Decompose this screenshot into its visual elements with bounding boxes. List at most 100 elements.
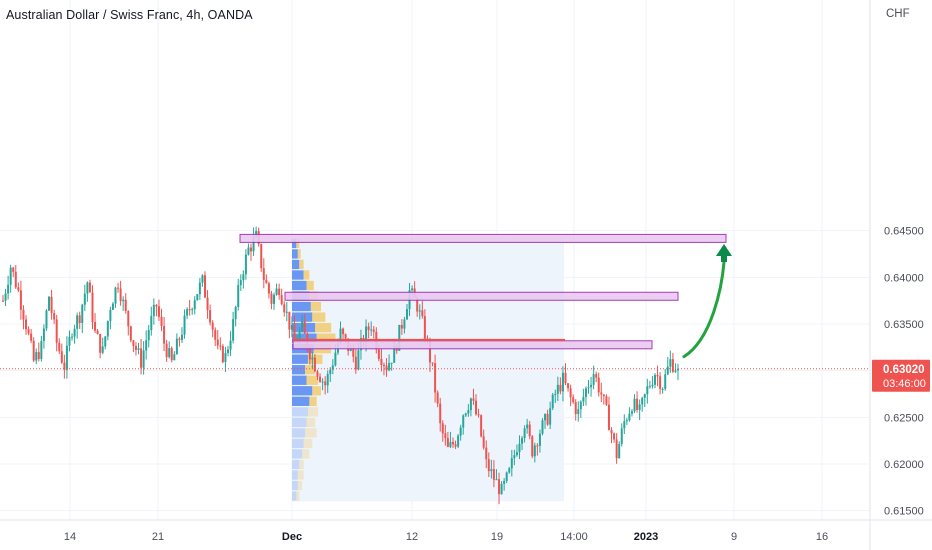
candle-body	[58, 342, 61, 352]
profile-row-up	[292, 407, 308, 417]
candle-body	[385, 365, 388, 371]
candle-body	[505, 472, 508, 481]
candle-body	[500, 483, 503, 495]
candle-body	[357, 350, 360, 370]
candle-body	[321, 381, 324, 383]
time-tick-label: 21	[152, 531, 164, 543]
candle-body	[393, 345, 396, 363]
candle-body	[441, 423, 444, 434]
candle-body	[564, 372, 567, 384]
candle-body	[459, 427, 462, 436]
candle-body	[19, 290, 22, 310]
profile-row-up	[292, 375, 307, 385]
time-axis[interactable]: 14 21 Dec 12 19 14:00 2023 9 16	[0, 519, 932, 543]
candle-body	[242, 274, 245, 281]
candle-body	[605, 396, 608, 405]
candle-body	[671, 359, 674, 372]
candle-body	[244, 254, 247, 275]
candle-body	[196, 294, 199, 301]
profile-row-up	[292, 480, 298, 491]
candle-body	[101, 346, 104, 353]
candle-body	[260, 244, 263, 269]
currency-unit: CHF	[886, 8, 910, 20]
candle-body	[592, 374, 595, 385]
candle-body	[280, 295, 283, 305]
profile-row-up	[292, 238, 297, 249]
profile-row-up	[292, 270, 304, 280]
candle-body	[160, 316, 163, 327]
profile-row-down	[297, 480, 303, 491]
candle-body	[411, 288, 414, 291]
candle-body	[278, 288, 281, 296]
candle-body	[224, 352, 227, 363]
candle-body	[651, 384, 654, 387]
candle-body	[390, 362, 393, 364]
candle-body	[127, 311, 130, 327]
candle-body	[610, 430, 613, 434]
candle-body	[9, 267, 12, 285]
profile-row-down	[297, 470, 304, 480]
candle-body	[554, 393, 557, 395]
candle-body	[262, 268, 265, 280]
profile-range-area	[292, 238, 564, 502]
candle-body	[648, 386, 651, 388]
candle-body	[137, 348, 140, 350]
candle-body	[250, 247, 253, 252]
candle-body	[273, 294, 276, 304]
candle-body	[106, 321, 109, 337]
candle-body	[42, 328, 45, 341]
candle-body	[457, 435, 460, 447]
candle-body	[431, 362, 434, 364]
candle-body	[99, 334, 102, 353]
candle-body	[518, 443, 521, 453]
candle-body	[293, 325, 296, 342]
symbol-title: Australian Dollar / Swiss Franc, 4h, OAN…	[6, 8, 253, 22]
profile-row-down	[310, 301, 321, 312]
candle-body	[229, 340, 232, 350]
candle-body	[352, 348, 355, 357]
middle-zone	[284, 291, 679, 301]
candle-body	[597, 377, 600, 393]
candle-body	[467, 410, 470, 414]
candle-body	[17, 287, 20, 291]
candle-body	[582, 397, 585, 402]
price-axis[interactable]: 0.615000.620000.625000.630000.635000.640…	[869, 0, 930, 550]
candle-body	[569, 388, 572, 398]
candle-body	[577, 409, 580, 415]
candle-body	[439, 403, 442, 424]
candle-body	[344, 334, 347, 339]
candle-body	[142, 350, 145, 368]
profile-row-up	[292, 428, 306, 438]
candle-body	[81, 304, 84, 323]
candle-body	[646, 386, 649, 395]
candle-body	[659, 376, 662, 389]
candle-body	[86, 282, 89, 294]
candle-body	[625, 420, 628, 422]
profile-row-down	[303, 438, 313, 449]
candle-body	[88, 282, 91, 293]
candle-body	[27, 329, 30, 334]
candle-body	[523, 428, 526, 439]
candle-body	[186, 309, 189, 316]
candle-body	[14, 271, 17, 288]
candle-body	[140, 348, 143, 368]
candle-body	[145, 340, 148, 351]
candle-body	[211, 322, 214, 330]
candle-body	[513, 455, 516, 459]
candle-body	[157, 306, 160, 317]
candle-body	[122, 299, 125, 302]
candle-body	[4, 293, 7, 301]
candle-body	[661, 388, 664, 390]
price-tick-label: 0.64000	[884, 272, 924, 284]
profile-row-up	[292, 259, 300, 270]
candle-body	[25, 319, 28, 330]
profile-row-up	[292, 438, 304, 449]
candle-body	[602, 394, 605, 397]
profile-row-up	[292, 491, 297, 501]
candle-body	[446, 438, 449, 447]
candle-body	[477, 414, 480, 416]
candle-body	[111, 303, 114, 310]
candle-body	[510, 458, 513, 469]
candle-body	[76, 315, 79, 329]
